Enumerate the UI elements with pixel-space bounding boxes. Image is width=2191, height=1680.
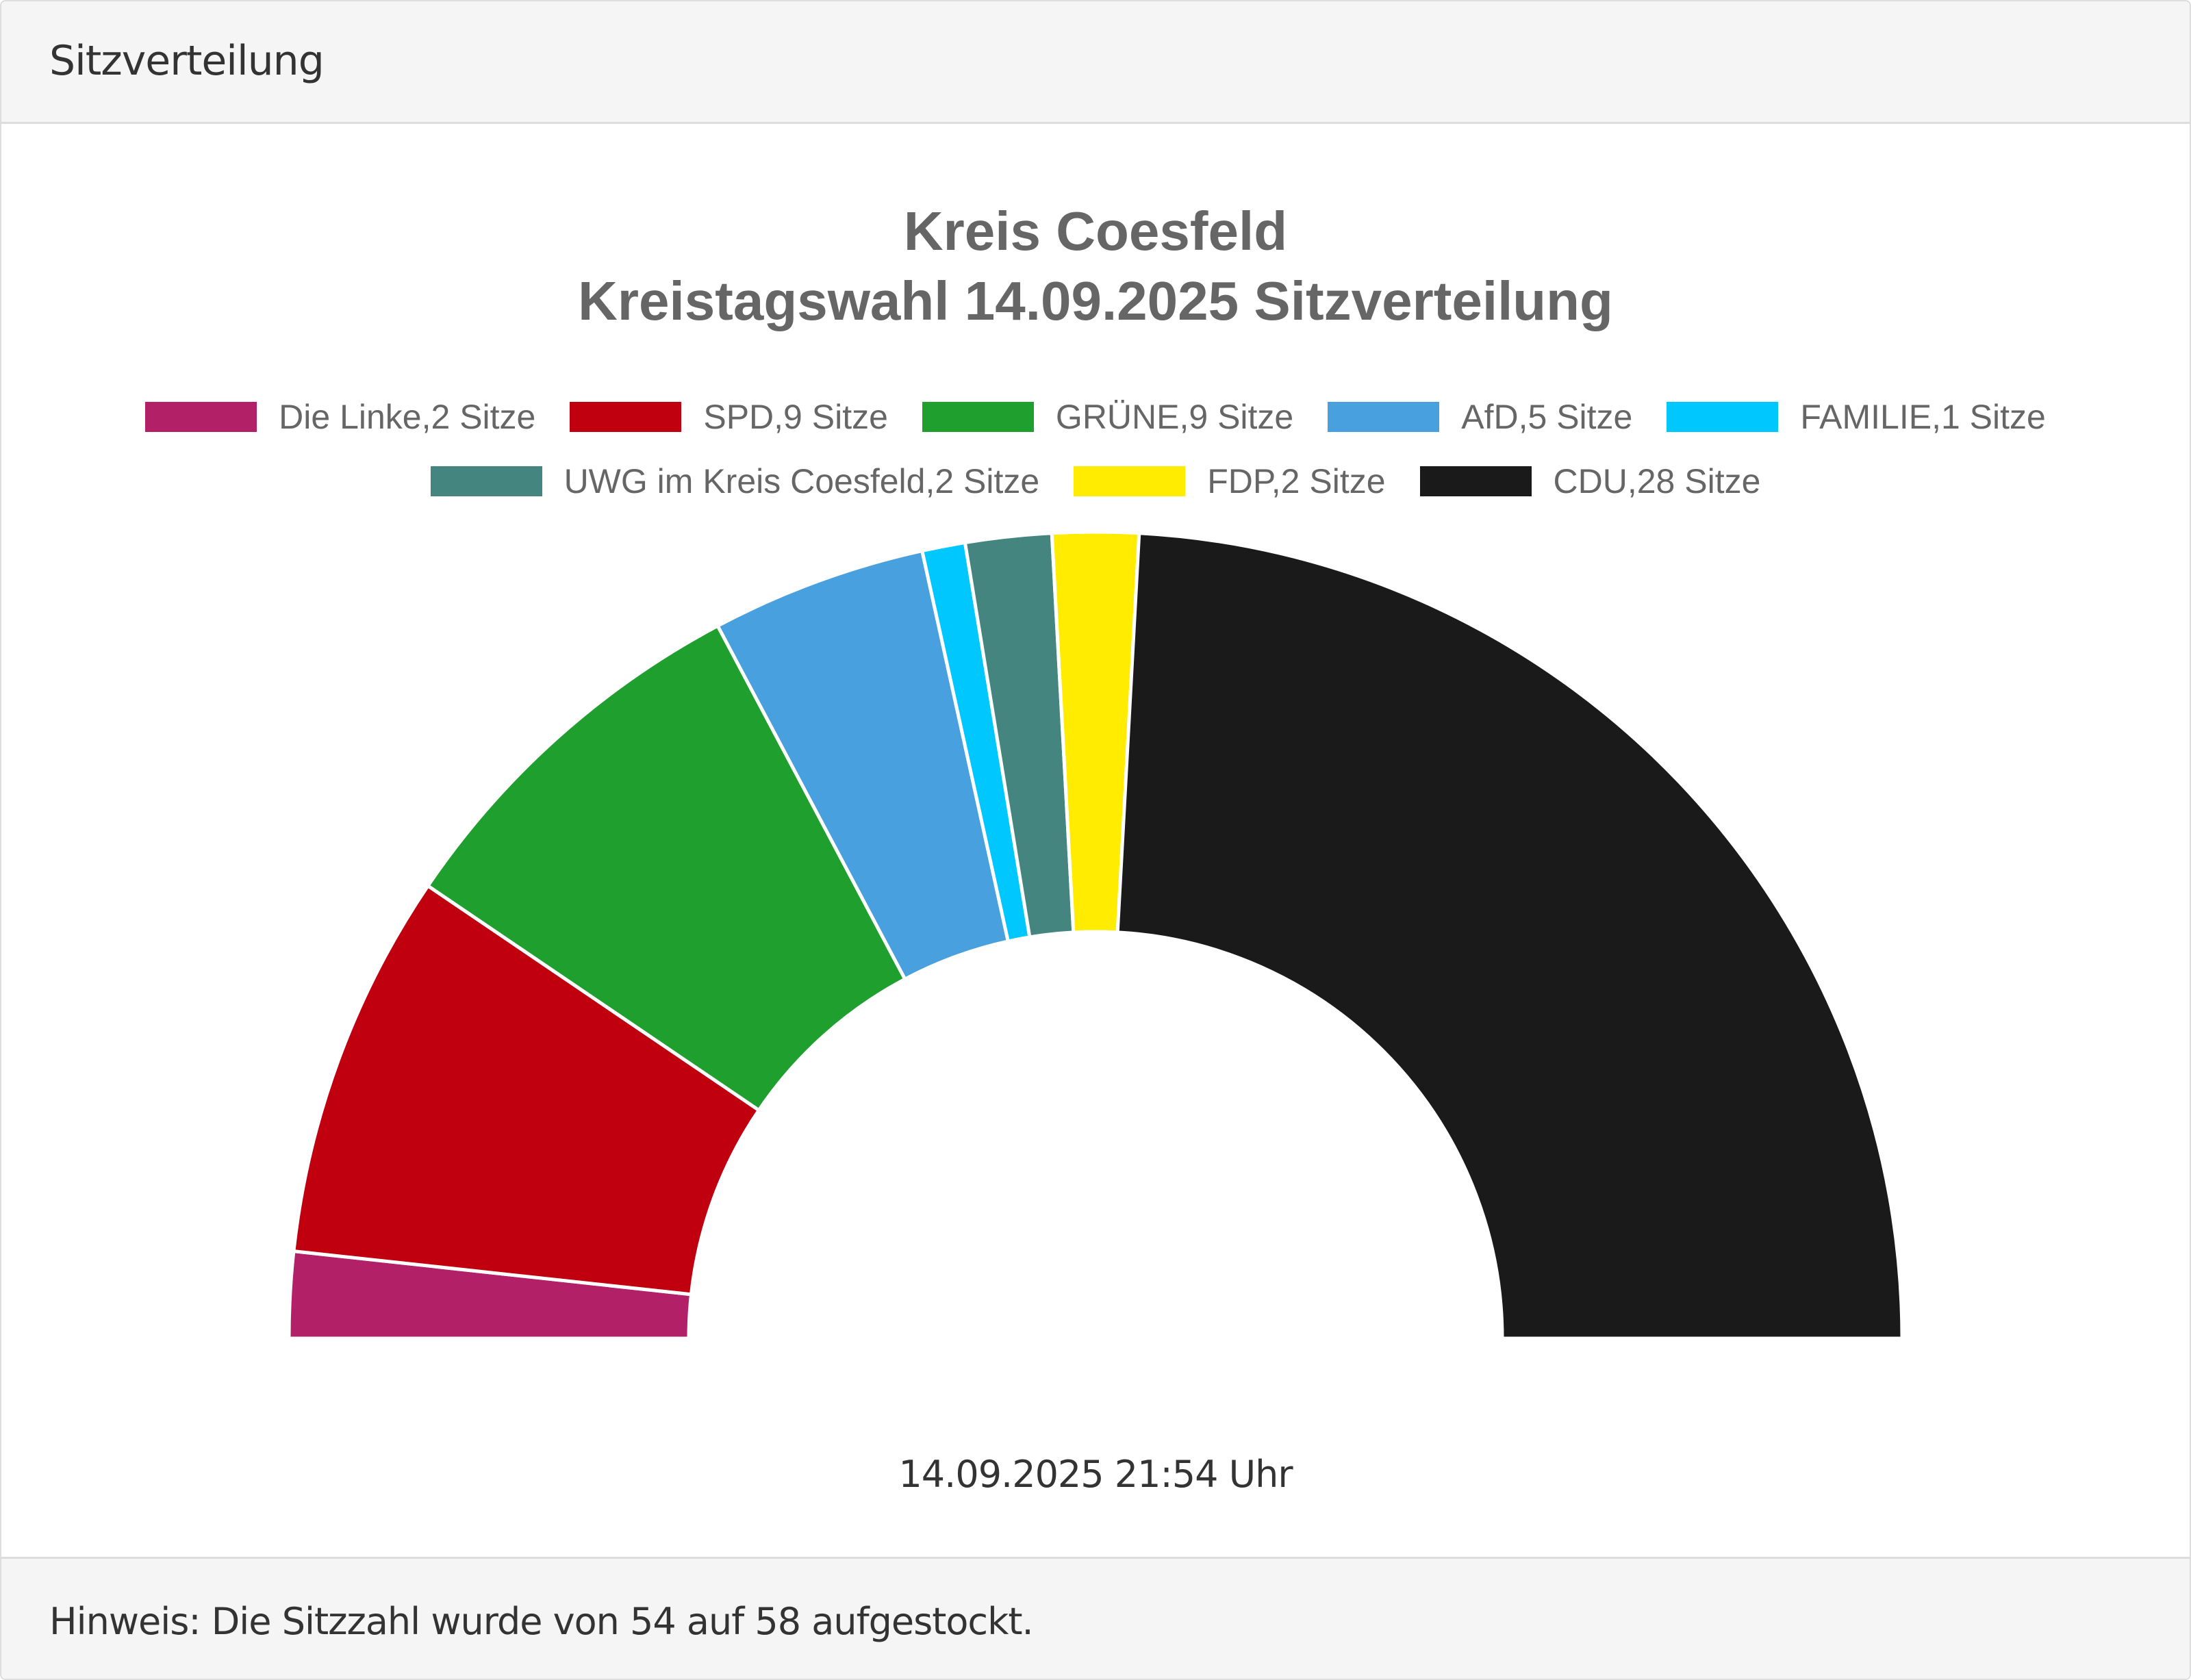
legend-swatch xyxy=(1667,402,1779,432)
legend-label: GRÜNE,9 Sitze xyxy=(1055,398,1294,436)
legend-row-2: UWG im Kreis Coesfeld,2 Sitze FDP,2 Sitze… xyxy=(1,461,2190,501)
legend-label: FDP,2 Sitze xyxy=(1207,462,1386,500)
legend-item[interactable]: FAMILIE,1 Sitze xyxy=(1667,397,2046,437)
legend-label: Die Linke,2 Sitze xyxy=(279,398,536,436)
legend-item[interactable]: GRÜNE,9 Sitze xyxy=(922,397,1293,437)
legend-item[interactable]: AfD,5 Sitze xyxy=(1328,397,1632,437)
legend-swatch xyxy=(1074,466,1186,496)
seat-slice-spd[interactable] xyxy=(292,884,761,1297)
legend-swatch xyxy=(570,402,682,432)
legend-label: CDU,28 Sitze xyxy=(1553,462,1761,500)
legend-swatch xyxy=(922,402,1034,432)
legend-item[interactable]: FDP,2 Sitze xyxy=(1074,461,1386,501)
seat-chart xyxy=(287,530,1904,1340)
legend-item[interactable]: Die Linke,2 Sitze xyxy=(145,397,535,437)
legend-swatch xyxy=(1328,402,1440,432)
legend-item[interactable]: UWG im Kreis Coesfeld,2 Sitze xyxy=(430,461,1040,501)
legend-label: FAMILIE,1 Sitze xyxy=(1800,398,2046,436)
legend-label: UWG im Kreis Coesfeld,2 Sitze xyxy=(563,462,1040,500)
legend-swatch xyxy=(1419,466,1532,496)
footer-note: Hinweis: Die Sitzzahl wurde von 54 auf 5… xyxy=(49,1600,1034,1643)
seat-slice-grüne[interactable] xyxy=(426,624,907,1112)
legend-label: SPD,9 Sitze xyxy=(703,398,888,436)
legend-swatch xyxy=(430,466,542,496)
chart-timestamp: 14.09.2025 21:54 Uhr xyxy=(898,1453,1293,1496)
panel-header: Sitzverteilung xyxy=(1,1,2190,124)
legend-row-1: Die Linke,2 Sitze SPD,9 Sitze GRÜNE,9 Sitz… xyxy=(1,397,2190,437)
legend-item[interactable]: CDU,28 Sitze xyxy=(1419,461,1761,501)
panel-footer: Hinweis: Die Sitzzahl wurde von 54 auf 5… xyxy=(1,1557,2190,1679)
legend-item[interactable]: SPD,9 Sitze xyxy=(570,397,888,437)
chart-title: Kreis Coesfeld xyxy=(903,201,1288,262)
seat-slice-cdu[interactable] xyxy=(1115,531,1904,1340)
chart-subtitle: Kreistagswahl 14.09.2025 Sitzverteilung xyxy=(578,270,1613,331)
legend-swatch xyxy=(145,402,257,432)
legend-label: AfD,5 Sitze xyxy=(1461,398,1633,436)
panel-title: Sitzverteilung xyxy=(49,37,325,85)
